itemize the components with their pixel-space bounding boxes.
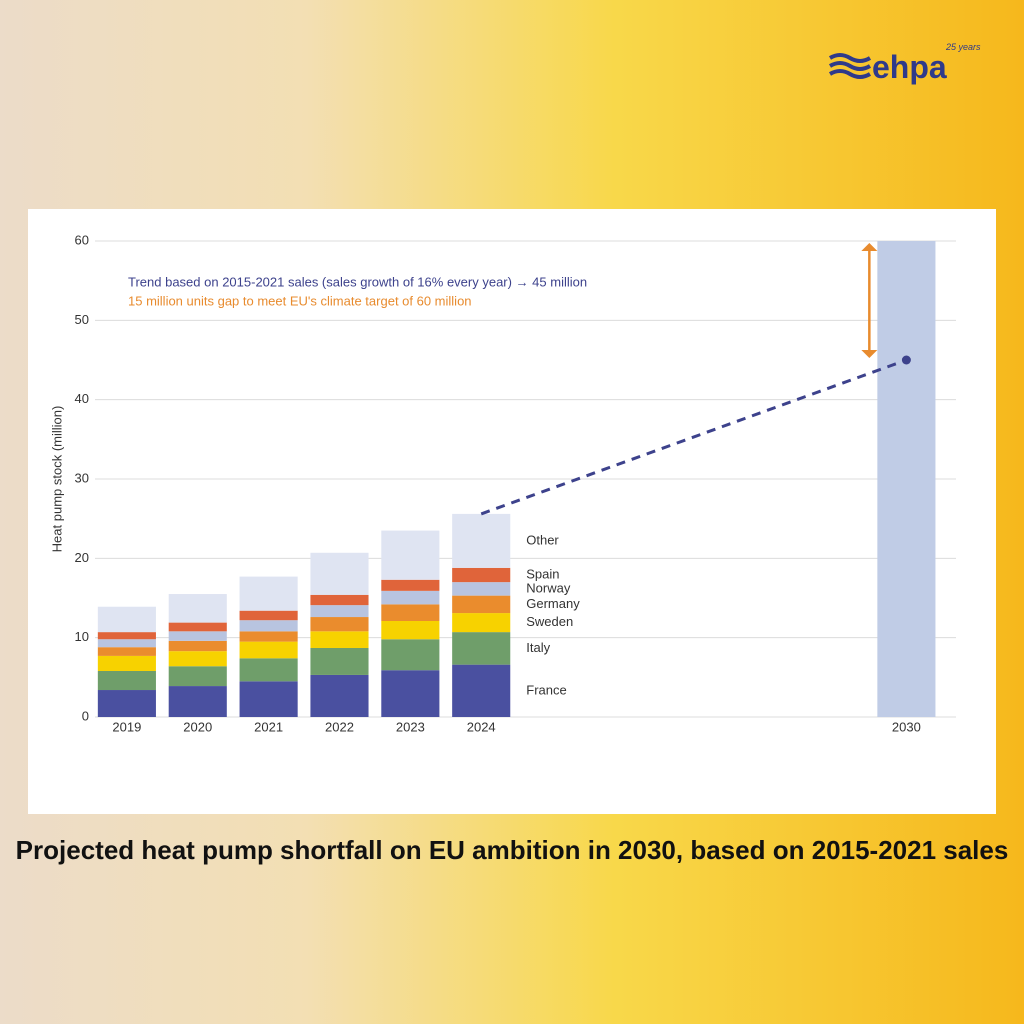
series-label: Norway [526,580,571,595]
y-tick-label: 0 [82,708,89,723]
bar-segment [97,670,156,691]
y-tick-label: 20 [75,550,89,565]
bar-segment [452,582,511,596]
bar-segment [239,631,298,642]
bar-segment [310,605,369,618]
bar-segment [97,632,156,640]
bar-segment [239,658,298,682]
bar-segment [381,639,440,671]
series-label: Other [526,532,559,547]
target-bar [877,241,936,717]
chart-title: Projected heat pump shortfall on EU ambi… [15,835,1009,865]
x-tick-label: 2030 [892,719,921,734]
bar-segment [381,579,440,591]
bar-segment [239,620,298,632]
bar-segment [452,513,511,568]
bar-segment [310,631,369,648]
x-tick-label: 2023 [396,719,425,734]
bar-segment [452,632,511,665]
bar-segment [452,613,511,633]
bar-segment [97,690,156,717]
x-tick-label: 2021 [254,719,283,734]
bar-segment [381,621,440,640]
gap-label: 15 million units gap to meet EU's climat… [128,293,472,308]
y-tick-label: 50 [75,312,89,327]
trend-end-point [901,355,911,365]
logo-text: ehpa [872,49,947,85]
series-label: Germany [526,596,580,611]
gap-arrowhead [861,243,878,251]
bar-segment [452,595,511,614]
chart-panel: Heat pump stock (million) 0 10 20 30 40 50 60 2… [28,209,996,814]
x-tick-label: 2019 [112,719,141,734]
logo-waves [828,53,872,79]
bar-segment [168,640,227,652]
bar-segment [381,530,440,580]
bar-segment [97,647,156,656]
bar-segment [239,641,298,659]
trend-line [480,358,907,516]
x-tick-label: 2020 [183,719,212,734]
bar-segment [239,681,298,717]
bar-segment [97,639,156,648]
bar-segment [97,606,156,633]
bar-segment [97,655,156,671]
y-tick-label: 40 [75,391,89,406]
bar-segment [168,686,227,717]
bar-segment [452,664,511,717]
bar-segment [310,552,369,595]
series-label: France [526,682,566,697]
bar-segment [310,617,369,632]
bar-segment [239,610,298,621]
series-label: Sweden [526,614,573,629]
bar-segment [168,594,227,623]
series-label: Italy [526,640,550,655]
y-axis-title: Heat pump stock (million) [49,406,64,553]
bar-segment [381,604,440,622]
logo-tagline: 25 years [945,42,981,52]
y-tick-label: 10 [75,629,89,644]
bar-segment [310,647,369,675]
bar-segment [310,594,369,606]
bar-segment [381,590,440,605]
x-tick-label: 2024 [467,719,496,734]
trend-label: Trend based on 2015-2021 sales (sales gr… [128,274,587,289]
bar-segment [381,670,440,717]
y-tick-label: 60 [75,232,89,247]
bar-segment [168,651,227,667]
chart: Heat pump stock (million) 01020304050602… [49,232,956,734]
bar-segment [168,622,227,632]
bar-segment [168,631,227,641]
bar-segment [452,567,511,583]
x-tick-label: 2022 [325,719,354,734]
y-tick-label: 30 [75,470,89,485]
bar-segment [168,666,227,687]
gap-arrowhead [861,350,878,358]
series-label: Spain [526,566,559,581]
bar-segment [239,576,298,611]
bar-segment [310,674,369,717]
logo: ehpa 25 years [828,42,981,85]
